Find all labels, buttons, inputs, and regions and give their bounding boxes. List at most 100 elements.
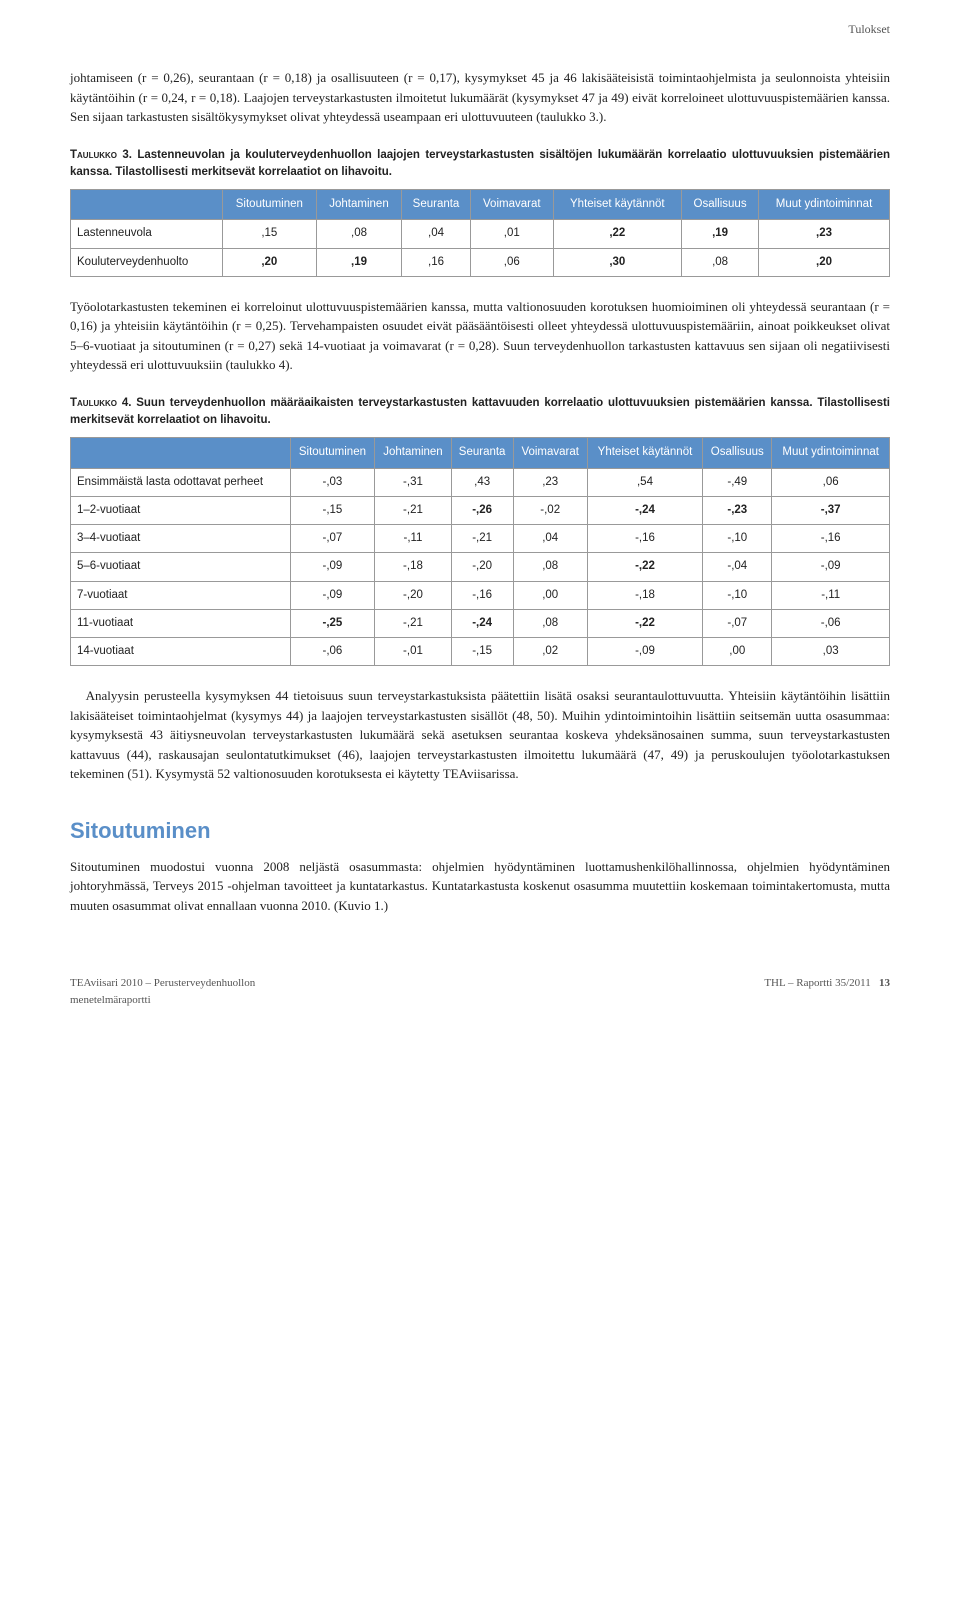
table-cell: ,23 xyxy=(513,468,587,496)
table4-label: Taulukko 4. xyxy=(70,397,131,409)
table-cell: -,21 xyxy=(451,525,513,553)
row-label: 7-vuotiaat xyxy=(71,581,291,609)
table-cell: ,54 xyxy=(587,468,702,496)
paragraph-2: Työolotarkastusten tekeminen ei korreloi… xyxy=(70,297,890,375)
paragraph-1: johtamiseen (r = 0,26), seurantaan (r = … xyxy=(70,68,890,127)
table-row: 7-vuotiaat-,09-,20-,16,00-,18-,10-,11 xyxy=(71,581,890,609)
table-header: Johtaminen xyxy=(317,190,402,220)
row-label: 14-vuotiaat xyxy=(71,638,291,666)
table-header xyxy=(71,438,291,468)
table-cell: -,11 xyxy=(375,525,451,553)
paragraph-4: Sitoutuminen muodostui vuonna 2008 neljä… xyxy=(70,857,890,916)
table-cell: -,16 xyxy=(772,525,890,553)
section-heading-sitoutuminen: Sitoutuminen xyxy=(70,814,890,847)
table-cell: -,49 xyxy=(703,468,772,496)
table-cell: -,04 xyxy=(703,553,772,581)
section-header: Tulokset xyxy=(70,20,890,38)
table-cell: -,09 xyxy=(290,553,375,581)
page-footer: TEAviisari 2010 – Perusterveydenhuollon … xyxy=(70,975,890,1008)
table-cell: ,01 xyxy=(471,220,554,248)
table-cell: -,15 xyxy=(290,496,375,524)
row-label: Kouluterveydenhuolto xyxy=(71,248,223,276)
table-header: Seuranta xyxy=(451,438,513,468)
footer-page: 13 xyxy=(879,977,890,989)
table-cell: ,00 xyxy=(513,581,587,609)
table-header: Voimavarat xyxy=(513,438,587,468)
table-cell: ,08 xyxy=(513,553,587,581)
table-cell: ,30 xyxy=(553,248,682,276)
table-cell: ,06 xyxy=(471,248,554,276)
footer-left-line1: TEAviisari 2010 – Perusterveydenhuollon xyxy=(70,975,255,992)
table-cell: -,21 xyxy=(375,609,451,637)
table-header: Sitoutuminen xyxy=(290,438,375,468)
table-cell: -,16 xyxy=(587,525,702,553)
table-cell: ,06 xyxy=(772,468,890,496)
table-cell: -,22 xyxy=(587,553,702,581)
row-label: 3–4-vuotiaat xyxy=(71,525,291,553)
table-cell: -,20 xyxy=(451,553,513,581)
table-cell: ,15 xyxy=(222,220,316,248)
table-cell: -,03 xyxy=(290,468,375,496)
table-row: 3–4-vuotiaat-,07-,11-,21,04-,16-,10-,16 xyxy=(71,525,890,553)
table-cell: -,16 xyxy=(451,581,513,609)
table3-caption: Taulukko 3. Lastenneuvolan ja kouluterve… xyxy=(70,147,890,182)
table-header: Voimavarat xyxy=(471,190,554,220)
table3-caption-text: Lastenneuvolan ja kouluterveydenhuollon … xyxy=(70,149,890,178)
table-cell: -,18 xyxy=(375,553,451,581)
table-cell: ,04 xyxy=(513,525,587,553)
table-header xyxy=(71,190,223,220)
table-cell: -,15 xyxy=(451,638,513,666)
table-cell: -,09 xyxy=(772,553,890,581)
table-cell: ,20 xyxy=(222,248,316,276)
table-cell: ,02 xyxy=(513,638,587,666)
table-header: Yhteiset käytännöt xyxy=(553,190,682,220)
table-cell: ,43 xyxy=(451,468,513,496)
table-header: Muut ydintoiminnat xyxy=(759,190,890,220)
table-cell: ,19 xyxy=(682,220,759,248)
row-label: 1–2-vuotiaat xyxy=(71,496,291,524)
table-row: Kouluterveydenhuolto,20,19,16,06,30,08,2… xyxy=(71,248,890,276)
table-header: Johtaminen xyxy=(375,438,451,468)
table-cell: -,18 xyxy=(587,581,702,609)
table-cell: ,00 xyxy=(703,638,772,666)
table-cell: -,11 xyxy=(772,581,890,609)
row-label: Lastenneuvola xyxy=(71,220,223,248)
table-cell: ,22 xyxy=(553,220,682,248)
footer-report: THL – Raportti 35/2011 xyxy=(764,977,870,989)
table3-label: Taulukko 3. xyxy=(70,149,132,161)
table-cell: -,20 xyxy=(375,581,451,609)
table-cell: -,09 xyxy=(290,581,375,609)
table-cell: -,07 xyxy=(290,525,375,553)
table-cell: -,31 xyxy=(375,468,451,496)
table-row: Ensimmäistä lasta odottavat perheet-,03-… xyxy=(71,468,890,496)
footer-right: THL – Raportti 35/2011 13 xyxy=(764,975,890,1008)
table-cell: ,19 xyxy=(317,248,402,276)
table-cell: ,20 xyxy=(759,248,890,276)
table-cell: -,10 xyxy=(703,525,772,553)
table4-caption: Taulukko 4. Suun terveydenhuollon määräa… xyxy=(70,395,890,430)
table-cell: -,07 xyxy=(703,609,772,637)
table-cell: ,23 xyxy=(759,220,890,248)
table-row: Lastenneuvola,15,08,04,01,22,19,23 xyxy=(71,220,890,248)
paragraph-3: Analyysin perusteella kysymyksen 44 tiet… xyxy=(70,686,890,784)
row-label: Ensimmäistä lasta odottavat perheet xyxy=(71,468,291,496)
table-row: 1–2-vuotiaat-,15-,21-,26-,02-,24-,23-,37 xyxy=(71,496,890,524)
table-cell: -,23 xyxy=(703,496,772,524)
row-label: 5–6-vuotiaat xyxy=(71,553,291,581)
table-cell: -,10 xyxy=(703,581,772,609)
table-cell: -,26 xyxy=(451,496,513,524)
table-4: SitoutuminenJohtaminenSeurantaVoimavarat… xyxy=(70,437,890,666)
table-cell: ,04 xyxy=(401,220,470,248)
table-cell: -,22 xyxy=(587,609,702,637)
table-cell: -,09 xyxy=(587,638,702,666)
table-header: Yhteiset käytännöt xyxy=(587,438,702,468)
table-cell: ,08 xyxy=(317,220,402,248)
table-cell: -,02 xyxy=(513,496,587,524)
table-cell: -,21 xyxy=(375,496,451,524)
footer-left-line2: menetelmäraportti xyxy=(70,992,255,1009)
row-label: 11-vuotiaat xyxy=(71,609,291,637)
table-header: Seuranta xyxy=(401,190,470,220)
table-header: Osallisuus xyxy=(703,438,772,468)
table-row: 14-vuotiaat-,06-,01-,15,02-,09,00,03 xyxy=(71,638,890,666)
table-header: Osallisuus xyxy=(682,190,759,220)
